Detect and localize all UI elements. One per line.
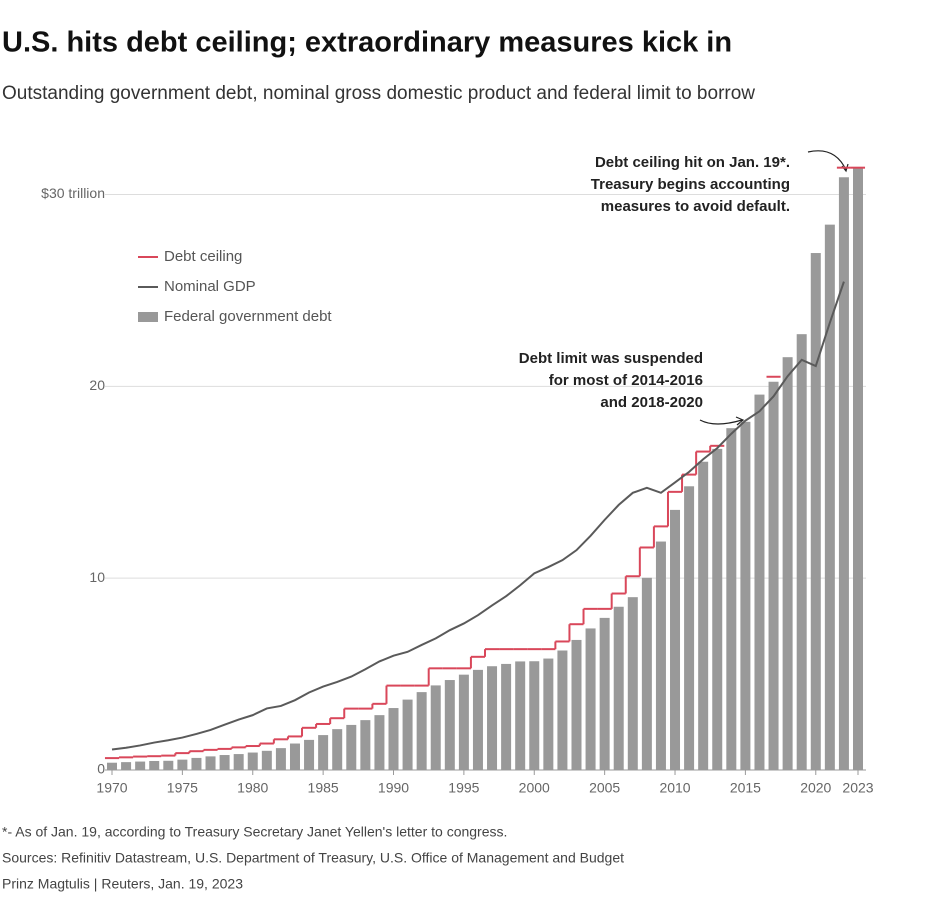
x-tick-label: 2000	[519, 780, 550, 796]
bar	[275, 748, 286, 770]
arrow	[699, 419, 743, 425]
bar	[374, 715, 385, 770]
bar	[571, 639, 582, 770]
bar	[149, 760, 160, 770]
x-tick-label: 1970	[96, 780, 127, 796]
bar	[121, 762, 132, 770]
bar	[191, 757, 202, 770]
chart-title: U.S. hits debt ceiling; extraordinary me…	[2, 27, 732, 59]
note: Prinz Magtulis | Reuters, Jan. 19, 2023	[2, 876, 243, 892]
bar	[853, 167, 863, 770]
x-tick-label: 2015	[730, 780, 761, 796]
bar	[613, 606, 624, 770]
bar	[346, 724, 357, 770]
x-tick-label: 1980	[237, 780, 268, 796]
bar	[782, 357, 793, 770]
y-tick-label: 10	[89, 569, 105, 585]
bar	[135, 761, 146, 770]
annotation: and 2018-2020	[600, 394, 703, 411]
x-tick-label: 2005	[589, 780, 620, 796]
x-tick-label: 1975	[167, 780, 198, 796]
legend-label: Federal government debt	[164, 308, 332, 325]
bar	[289, 743, 300, 770]
bar	[332, 729, 343, 770]
x-tick-label: 2010	[659, 780, 690, 796]
bar	[726, 428, 737, 770]
bar	[501, 663, 512, 770]
bar	[655, 541, 666, 770]
annotation: Debt ceiling hit on Jan. 19*.	[595, 154, 790, 171]
bar	[233, 754, 244, 770]
gdp-line	[111, 281, 845, 751]
x-tick-label: 1990	[378, 780, 409, 796]
y-tick-label: 20	[89, 377, 105, 393]
bar	[627, 597, 638, 770]
bar	[402, 699, 413, 770]
bar	[641, 577, 652, 770]
bar	[585, 628, 596, 770]
annotation: Debt limit was suspended	[519, 350, 703, 367]
bar	[458, 674, 469, 770]
chart-subtitle: Outstanding government debt, nominal gro…	[2, 83, 755, 104]
bar	[304, 739, 315, 770]
note: Sources: Refinitiv Datastream, U.S. Depa…	[2, 850, 624, 866]
bar	[557, 650, 568, 770]
arrow	[807, 150, 847, 171]
bar	[684, 486, 695, 770]
bar	[768, 381, 779, 770]
bar	[529, 661, 540, 770]
legend-label: Nominal GDP	[164, 278, 256, 295]
y-tick-label: 0	[97, 761, 105, 777]
legend-swatch	[138, 312, 158, 322]
bar	[599, 617, 610, 770]
x-tick-label: 2020	[800, 780, 831, 796]
bar	[261, 750, 272, 770]
arrow-head	[735, 416, 745, 426]
bar	[670, 509, 681, 770]
annotation: Treasury begins accounting	[591, 176, 790, 193]
y-tick-label: $30 trillion	[41, 185, 105, 201]
bar	[430, 685, 441, 770]
bar	[472, 669, 483, 770]
bar	[318, 735, 329, 770]
bar	[796, 334, 807, 770]
bar	[247, 752, 258, 770]
note: *- As of Jan. 19, according to Treasury …	[2, 824, 507, 840]
bar	[824, 224, 835, 770]
bar	[107, 762, 117, 770]
bar	[444, 680, 455, 770]
x-tick-label: 2023	[842, 780, 873, 796]
bar	[177, 759, 188, 770]
x-tick-label: 1985	[308, 780, 339, 796]
bar	[543, 658, 554, 770]
bar	[416, 692, 427, 770]
legend-label: Debt ceiling	[164, 248, 242, 265]
bar	[698, 461, 709, 770]
annotation: measures to avoid default.	[601, 198, 790, 215]
bar	[838, 177, 849, 770]
bar	[754, 394, 765, 770]
bar	[163, 760, 174, 770]
x-tick-label: 1995	[448, 780, 479, 796]
bar	[515, 661, 526, 770]
bar	[487, 666, 498, 770]
bar	[360, 720, 371, 770]
bar	[219, 755, 230, 770]
bar	[740, 421, 751, 770]
bar	[810, 253, 821, 770]
bar	[205, 756, 216, 770]
annotation: for most of 2014-2016	[549, 372, 703, 389]
bar	[388, 708, 399, 770]
bar	[712, 448, 723, 770]
